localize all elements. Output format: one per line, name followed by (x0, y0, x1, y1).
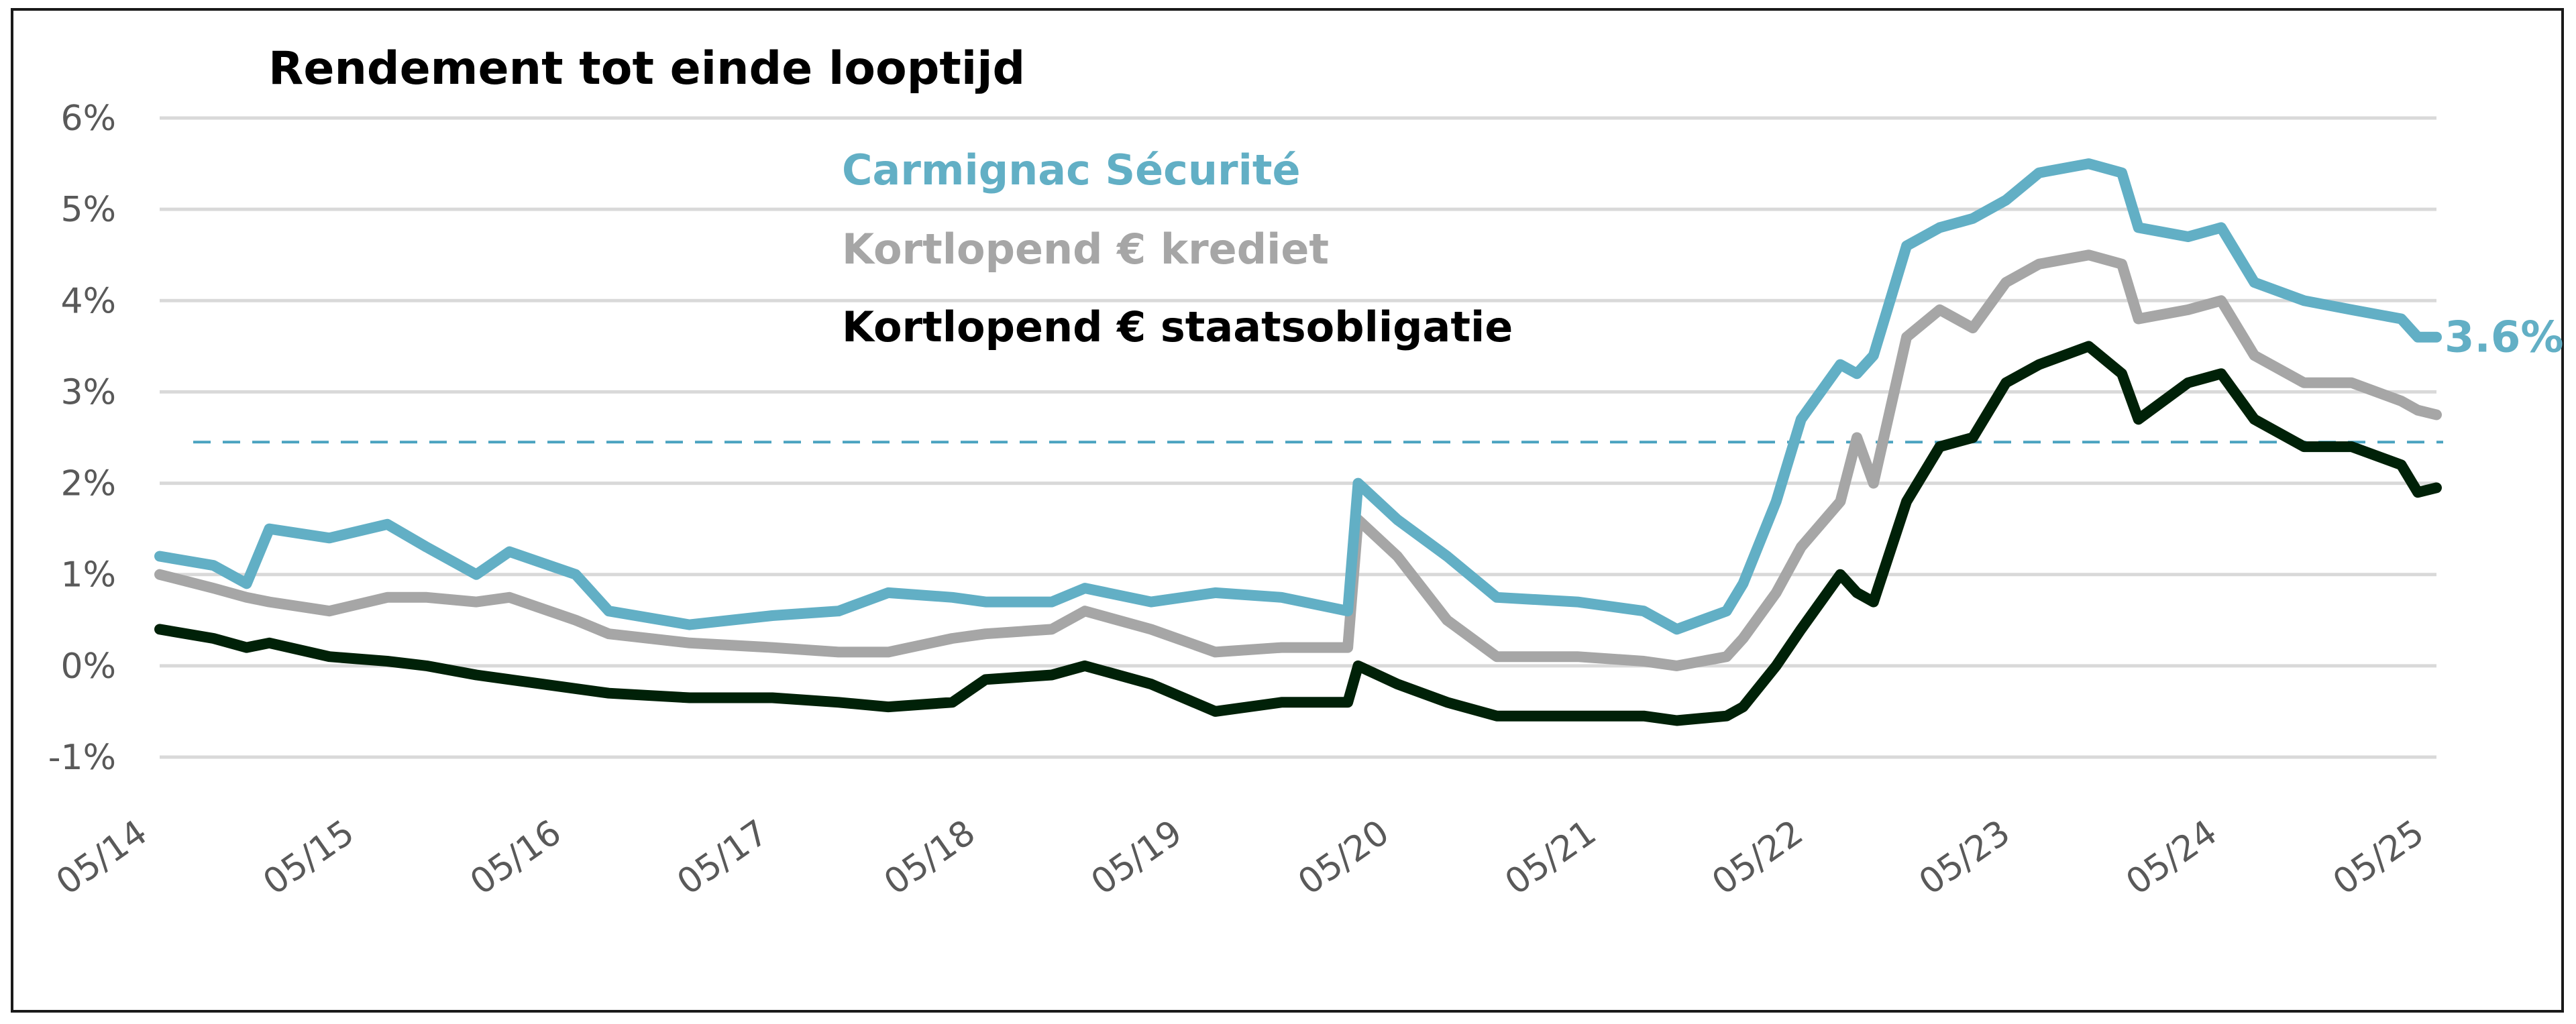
y-tick-label: 2% (61, 464, 117, 504)
x-tick-label: 05/25 (2326, 812, 2431, 903)
chart-title: Rendement tot einde looptijd (268, 42, 1025, 95)
series-line-0 (154, 158, 2442, 635)
x-tick-label: 05/15 (256, 812, 362, 903)
y-tick-label: 0% (61, 646, 117, 687)
y-tick-label: 4% (61, 281, 117, 321)
x-tick-label: 05/22 (1705, 812, 1811, 903)
y-tick-label: 5% (61, 190, 117, 230)
legend-carmignac: Carmignac Sécurité (842, 146, 1301, 194)
y-tick-label: 1% (61, 555, 117, 595)
y-tick-label: 6% (61, 99, 117, 139)
chart-frame (11, 8, 2564, 1013)
gridlines (160, 116, 2436, 759)
x-tick-label: 05/16 (463, 812, 568, 903)
series-line-2 (154, 341, 2442, 726)
x-tick-label: 05/24 (2119, 812, 2224, 903)
end-value-label: 3.6% (2445, 313, 2564, 363)
x-tick-label: 05/23 (1912, 812, 2017, 903)
y-axis-ticks: 6% 5% 4% 3% 2% 1% 0% -1% (48, 99, 116, 778)
x-tick-label: 05/17 (670, 812, 775, 903)
y-tick-label: 3% (61, 372, 117, 412)
x-tick-label: 05/21 (1498, 812, 1603, 903)
series-line-1 (154, 249, 2442, 671)
series-lines (154, 158, 2442, 726)
x-tick-label: 05/19 (1084, 812, 1189, 903)
x-tick-label: 05/20 (1291, 812, 1397, 903)
x-axis-ticks: 05/14 05/15 05/16 05/17 05/18 05/19 05/20 05/21… (49, 812, 2431, 903)
legend-staatsobligatie: Kortlopend € staatsobligatie (842, 302, 1513, 351)
x-tick-label: 05/14 (49, 812, 154, 903)
x-tick-label: 05/18 (877, 812, 982, 903)
legend-krediet: Kortlopend € krediet (842, 225, 1329, 274)
y-tick-label: -1% (48, 738, 116, 778)
